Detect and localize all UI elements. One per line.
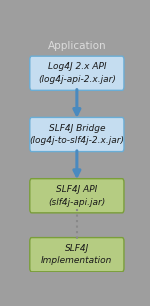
FancyBboxPatch shape bbox=[30, 237, 124, 272]
Text: SLF4J
Implementation: SLF4J Implementation bbox=[41, 244, 112, 265]
FancyBboxPatch shape bbox=[30, 118, 124, 151]
Text: Log4J 2.x API
(log4j-api-2.x.jar): Log4J 2.x API (log4j-api-2.x.jar) bbox=[38, 62, 116, 84]
Text: SLF4J API
(slf4j-api.jar): SLF4J API (slf4j-api.jar) bbox=[48, 185, 105, 207]
Text: Application: Application bbox=[48, 41, 106, 51]
FancyBboxPatch shape bbox=[30, 56, 124, 90]
FancyBboxPatch shape bbox=[30, 179, 124, 213]
Text: SLF4J Bridge
(log4j-to-slf4j-2.x.jar): SLF4J Bridge (log4j-to-slf4j-2.x.jar) bbox=[29, 124, 124, 145]
